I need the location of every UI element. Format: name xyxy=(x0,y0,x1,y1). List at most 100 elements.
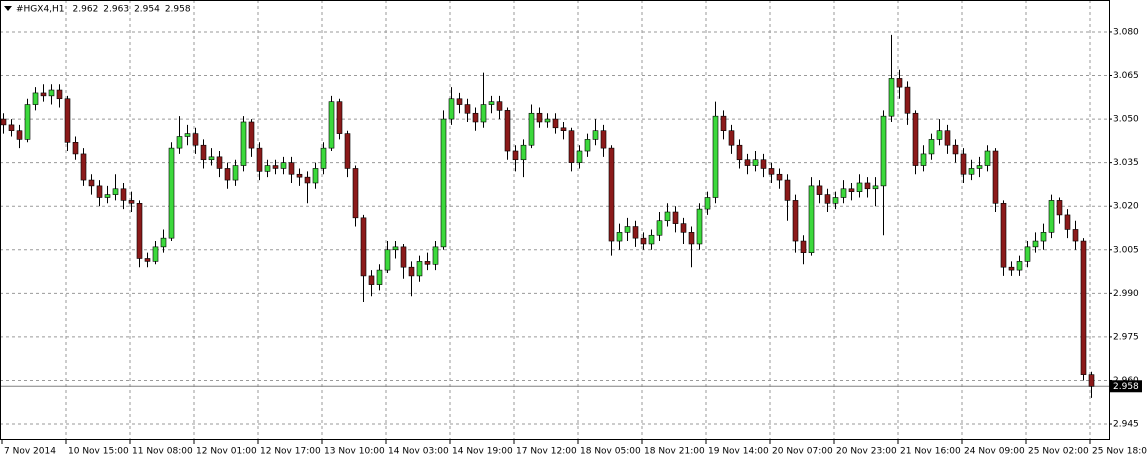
candle-body xyxy=(192,133,199,146)
candle-body xyxy=(1000,203,1007,268)
candle-body xyxy=(368,275,375,285)
candle-body xyxy=(592,130,599,140)
candle-body xyxy=(768,168,775,175)
plot-frame xyxy=(0,0,1110,440)
price-label-box xyxy=(1110,380,1142,393)
candle-body xyxy=(856,182,863,192)
candle-body xyxy=(272,165,279,169)
candle-body xyxy=(720,115,727,131)
candle-body xyxy=(440,118,447,248)
candle-body xyxy=(480,104,487,123)
candle-body xyxy=(992,150,999,204)
candle-body xyxy=(1056,200,1063,216)
candle-body xyxy=(776,173,783,181)
x-tick-label: 18 Nov 21:00 xyxy=(644,447,705,457)
y-tick-label: 3.065 xyxy=(1113,71,1139,81)
candles-layer xyxy=(0,34,1095,398)
candle-body xyxy=(664,211,671,222)
candle-body xyxy=(576,150,583,163)
candle-body xyxy=(352,168,359,219)
candle-body xyxy=(232,165,239,181)
candle-body xyxy=(128,200,135,204)
candle-body xyxy=(808,185,815,253)
candle-body xyxy=(456,98,463,105)
candle-body xyxy=(32,92,39,105)
candle-body xyxy=(144,258,151,262)
candle-body xyxy=(424,261,431,265)
header-low: 2.954 xyxy=(134,5,160,15)
candle-body xyxy=(304,176,311,184)
chart-title: #HGX4,H1 xyxy=(16,5,65,15)
candle-body xyxy=(1064,214,1071,230)
candle-body xyxy=(8,124,15,131)
symbol-menu-icon[interactable] xyxy=(4,6,12,11)
candle-body xyxy=(920,153,927,166)
candle-body xyxy=(464,104,471,114)
candle-body xyxy=(864,182,871,190)
candle-body xyxy=(632,226,639,239)
candle-body xyxy=(64,98,71,143)
candle-body xyxy=(496,101,503,111)
candle-body xyxy=(904,86,911,114)
y-tick-label: 3.080 xyxy=(1113,27,1139,37)
candle-body xyxy=(344,133,351,169)
candle-body xyxy=(376,269,383,285)
candle-body xyxy=(264,165,271,172)
price-label: 2.958 xyxy=(1113,382,1139,392)
candle-body xyxy=(288,162,295,175)
candle-body xyxy=(400,246,407,268)
x-tick-label: 25 Nov 02:00 xyxy=(1028,447,1089,457)
candle-body xyxy=(936,130,943,140)
candle-body xyxy=(40,92,47,97)
candle-body xyxy=(1072,229,1079,242)
candle-body xyxy=(392,246,399,251)
candle-body xyxy=(944,130,951,146)
candle-body xyxy=(648,234,655,245)
x-tick-label: 25 Nov 18:00 xyxy=(1092,447,1147,457)
candle-body xyxy=(752,159,759,166)
candle-body xyxy=(216,156,223,169)
candle-body xyxy=(1016,261,1023,271)
candle-body xyxy=(832,197,839,204)
candle-body xyxy=(896,78,903,88)
x-tick-label: 20 Nov 23:00 xyxy=(836,447,897,457)
x-tick-label: 10 Nov 15:00 xyxy=(68,447,129,457)
candle-body xyxy=(1040,232,1047,242)
candle-body xyxy=(360,217,367,277)
candle-body xyxy=(560,127,567,131)
candle-body xyxy=(848,188,855,192)
candle-body xyxy=(568,130,575,163)
candle-body xyxy=(968,168,975,175)
candle-body xyxy=(224,168,231,181)
candle-body xyxy=(824,194,831,204)
candle-body xyxy=(296,173,303,178)
candle-body xyxy=(880,115,887,187)
candle-body xyxy=(760,159,767,169)
candle-body xyxy=(552,118,559,129)
x-tick-label: 18 Nov 05:00 xyxy=(580,447,641,457)
x-tick-label: 14 Nov 19:00 xyxy=(452,447,513,457)
candle-body xyxy=(328,101,335,149)
x-tick-label: 24 Nov 09:00 xyxy=(964,447,1025,457)
y-tick-label: 2.945 xyxy=(1113,420,1139,430)
candle-body xyxy=(112,188,119,195)
header-open: 2.962 xyxy=(73,5,99,15)
x-tick-label: 12 Nov 01:00 xyxy=(196,447,257,457)
candle-body xyxy=(744,159,751,166)
candle-body xyxy=(520,144,527,161)
candle-body xyxy=(1024,246,1031,262)
candle-body xyxy=(56,89,63,100)
candle-body xyxy=(696,208,703,245)
candle-body xyxy=(72,142,79,155)
candle-body xyxy=(280,162,287,169)
candle-body xyxy=(416,261,423,277)
candle-body xyxy=(240,121,247,166)
candle-body xyxy=(176,136,183,149)
candle-body xyxy=(104,194,111,198)
candle-body xyxy=(1032,240,1039,248)
candle-body xyxy=(96,185,103,198)
y-tick-label: 3.020 xyxy=(1113,202,1139,212)
candle-body xyxy=(704,197,711,210)
candle-body xyxy=(80,153,87,181)
